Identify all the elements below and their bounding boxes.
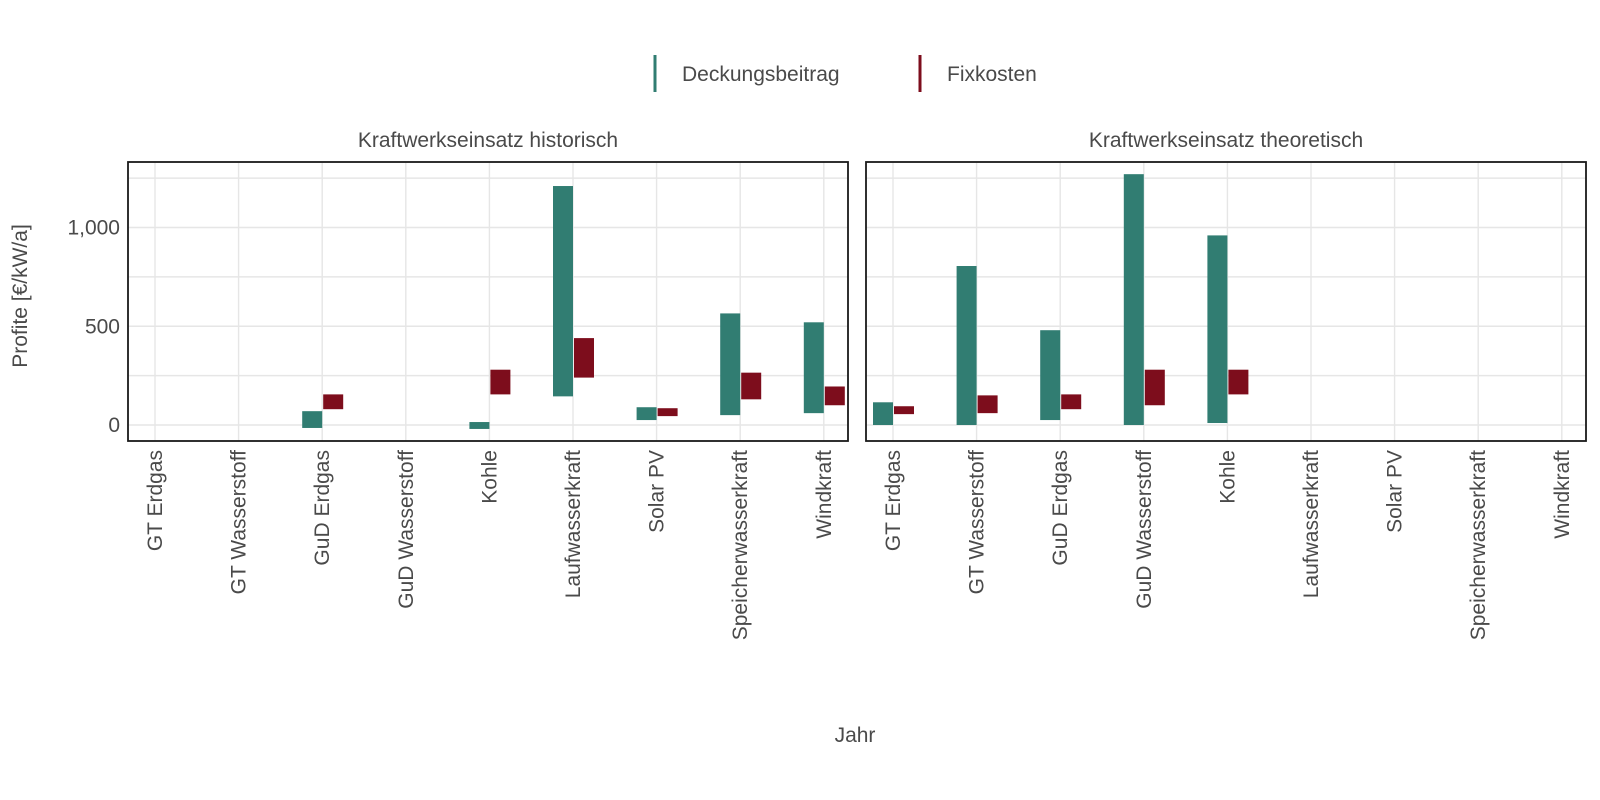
bar-deckungsbeitrag-3 [1040,330,1061,421]
bar-deckungsbeitrag-9 [803,322,824,414]
panel-title-2: Kraftwerkseinsatz theoretisch [1089,129,1363,152]
bar-deckungsbeitrag-6 [553,186,573,397]
legend: Deckungsbeitrag Fixkosten [653,55,1037,92]
x-tick-label: Laufwasserkraft [1300,450,1323,598]
x-tick-label: GuD Erdgas [1049,450,1072,566]
bar-fixkosten-6 [574,338,594,378]
bar-fixkosten-5 [1228,369,1249,395]
panel-border-2 [865,161,1587,442]
bar-fixkosten-7 [657,408,678,417]
x-tick-label: GuD Wasserstoff [1133,450,1156,609]
y-tick-label: 1,000 [67,217,120,240]
chart-panels: Kraftwerkseinsatz historisch GT Erdgas GT … [67,129,1587,640]
bar-fixkosten-8 [741,372,762,400]
x-tick-label: Solar PV [1384,450,1407,533]
bar-deckungsbeitrag-7 [636,407,657,421]
bar-fixkosten-9 [824,386,845,406]
bar-fixkosten-3 [323,394,344,410]
x-tick-label: Speicherwasserkraft [1467,450,1490,640]
x-tick-label: Speicherwasserkraft [729,450,752,640]
legend-label-2: Fixkosten [947,63,1037,86]
x-tick-label: Laufwasserkraft [562,450,585,598]
panel-1: Kraftwerkseinsatz historisch GT Erdgas GT … [67,129,849,640]
bar-deckungsbeitrag-4 [1123,174,1144,425]
bar-fixkosten-2 [977,395,998,414]
bar-fixkosten-5 [490,369,511,395]
x-tick-label: GuD Erdgas [311,450,334,566]
x-tick-label: Kohle [1216,450,1239,504]
x-tick-label: GuD Wasserstoff [395,450,418,609]
x-tick-label: Kohle [478,450,501,504]
bar-fixkosten-1 [894,406,914,415]
y-tick-label: 500 [85,315,120,338]
panel-title-1: Kraftwerkseinsatz historisch [358,129,618,152]
panel-border-1 [127,161,849,442]
bar-fixkosten-4 [1144,369,1165,406]
bar-deckungsbeitrag-2 [956,266,977,425]
x-axis-title: Jahr [835,724,876,747]
bar-fixkosten-3 [1061,394,1082,410]
x-tick-label: Windkraft [813,450,836,539]
bar-deckungsbeitrag-5 [1207,235,1228,424]
x-tick-label: GT Erdgas [882,450,905,551]
x-tick-label: Windkraft [1551,450,1574,539]
y-tick-label: 0 [108,414,120,437]
legend-label-1: Deckungsbeitrag [682,63,840,86]
bar-deckungsbeitrag-1 [873,402,893,425]
panel-2: Kraftwerkseinsatz theoretisch GT Erdgas GT… [865,129,1587,640]
bar-deckungsbeitrag-8 [720,313,741,416]
bar-deckungsbeitrag-3 [302,411,323,428]
x-tick-label: GT Erdgas [144,450,167,551]
x-tick-label: Solar PV [646,450,669,533]
bar-deckungsbeitrag-5 [469,422,490,429]
x-tick-label: GT Wasserstoff [228,450,251,594]
x-tick-label: GT Wasserstoff [966,450,989,594]
y-axis-title: Profite [€/kW/a] [9,224,32,368]
